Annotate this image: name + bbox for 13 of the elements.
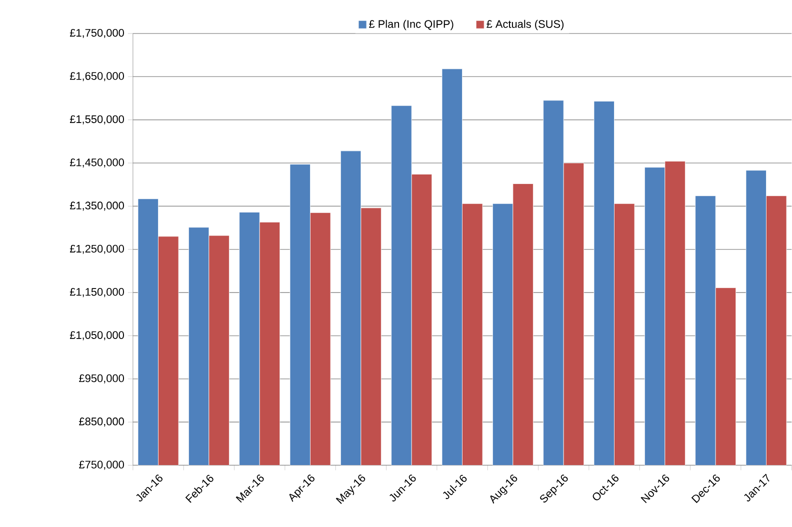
y-tick-label: £950,000	[79, 374, 124, 384]
y-tick-label: £1,350,000	[70, 202, 124, 211]
y-tick-label: £850,000	[79, 418, 124, 427]
y-tick-label: £1,750,000	[70, 29, 124, 38]
y-tick-label: £1,450,000	[70, 158, 124, 168]
y-tick-label: £750,000	[79, 460, 124, 470]
y-tick-label: £1,250,000	[70, 244, 124, 254]
y-tick-label: £1,550,000	[70, 115, 124, 124]
y-tick-label: £1,050,000	[70, 331, 124, 340]
y-tick-label: £1,650,000	[70, 72, 124, 82]
legend-label: £ Actuals (SUS)	[486, 20, 564, 30]
legend-label: £ Plan (Inc QIPP)	[369, 20, 454, 30]
y-tick-label: £1,150,000	[70, 288, 124, 298]
